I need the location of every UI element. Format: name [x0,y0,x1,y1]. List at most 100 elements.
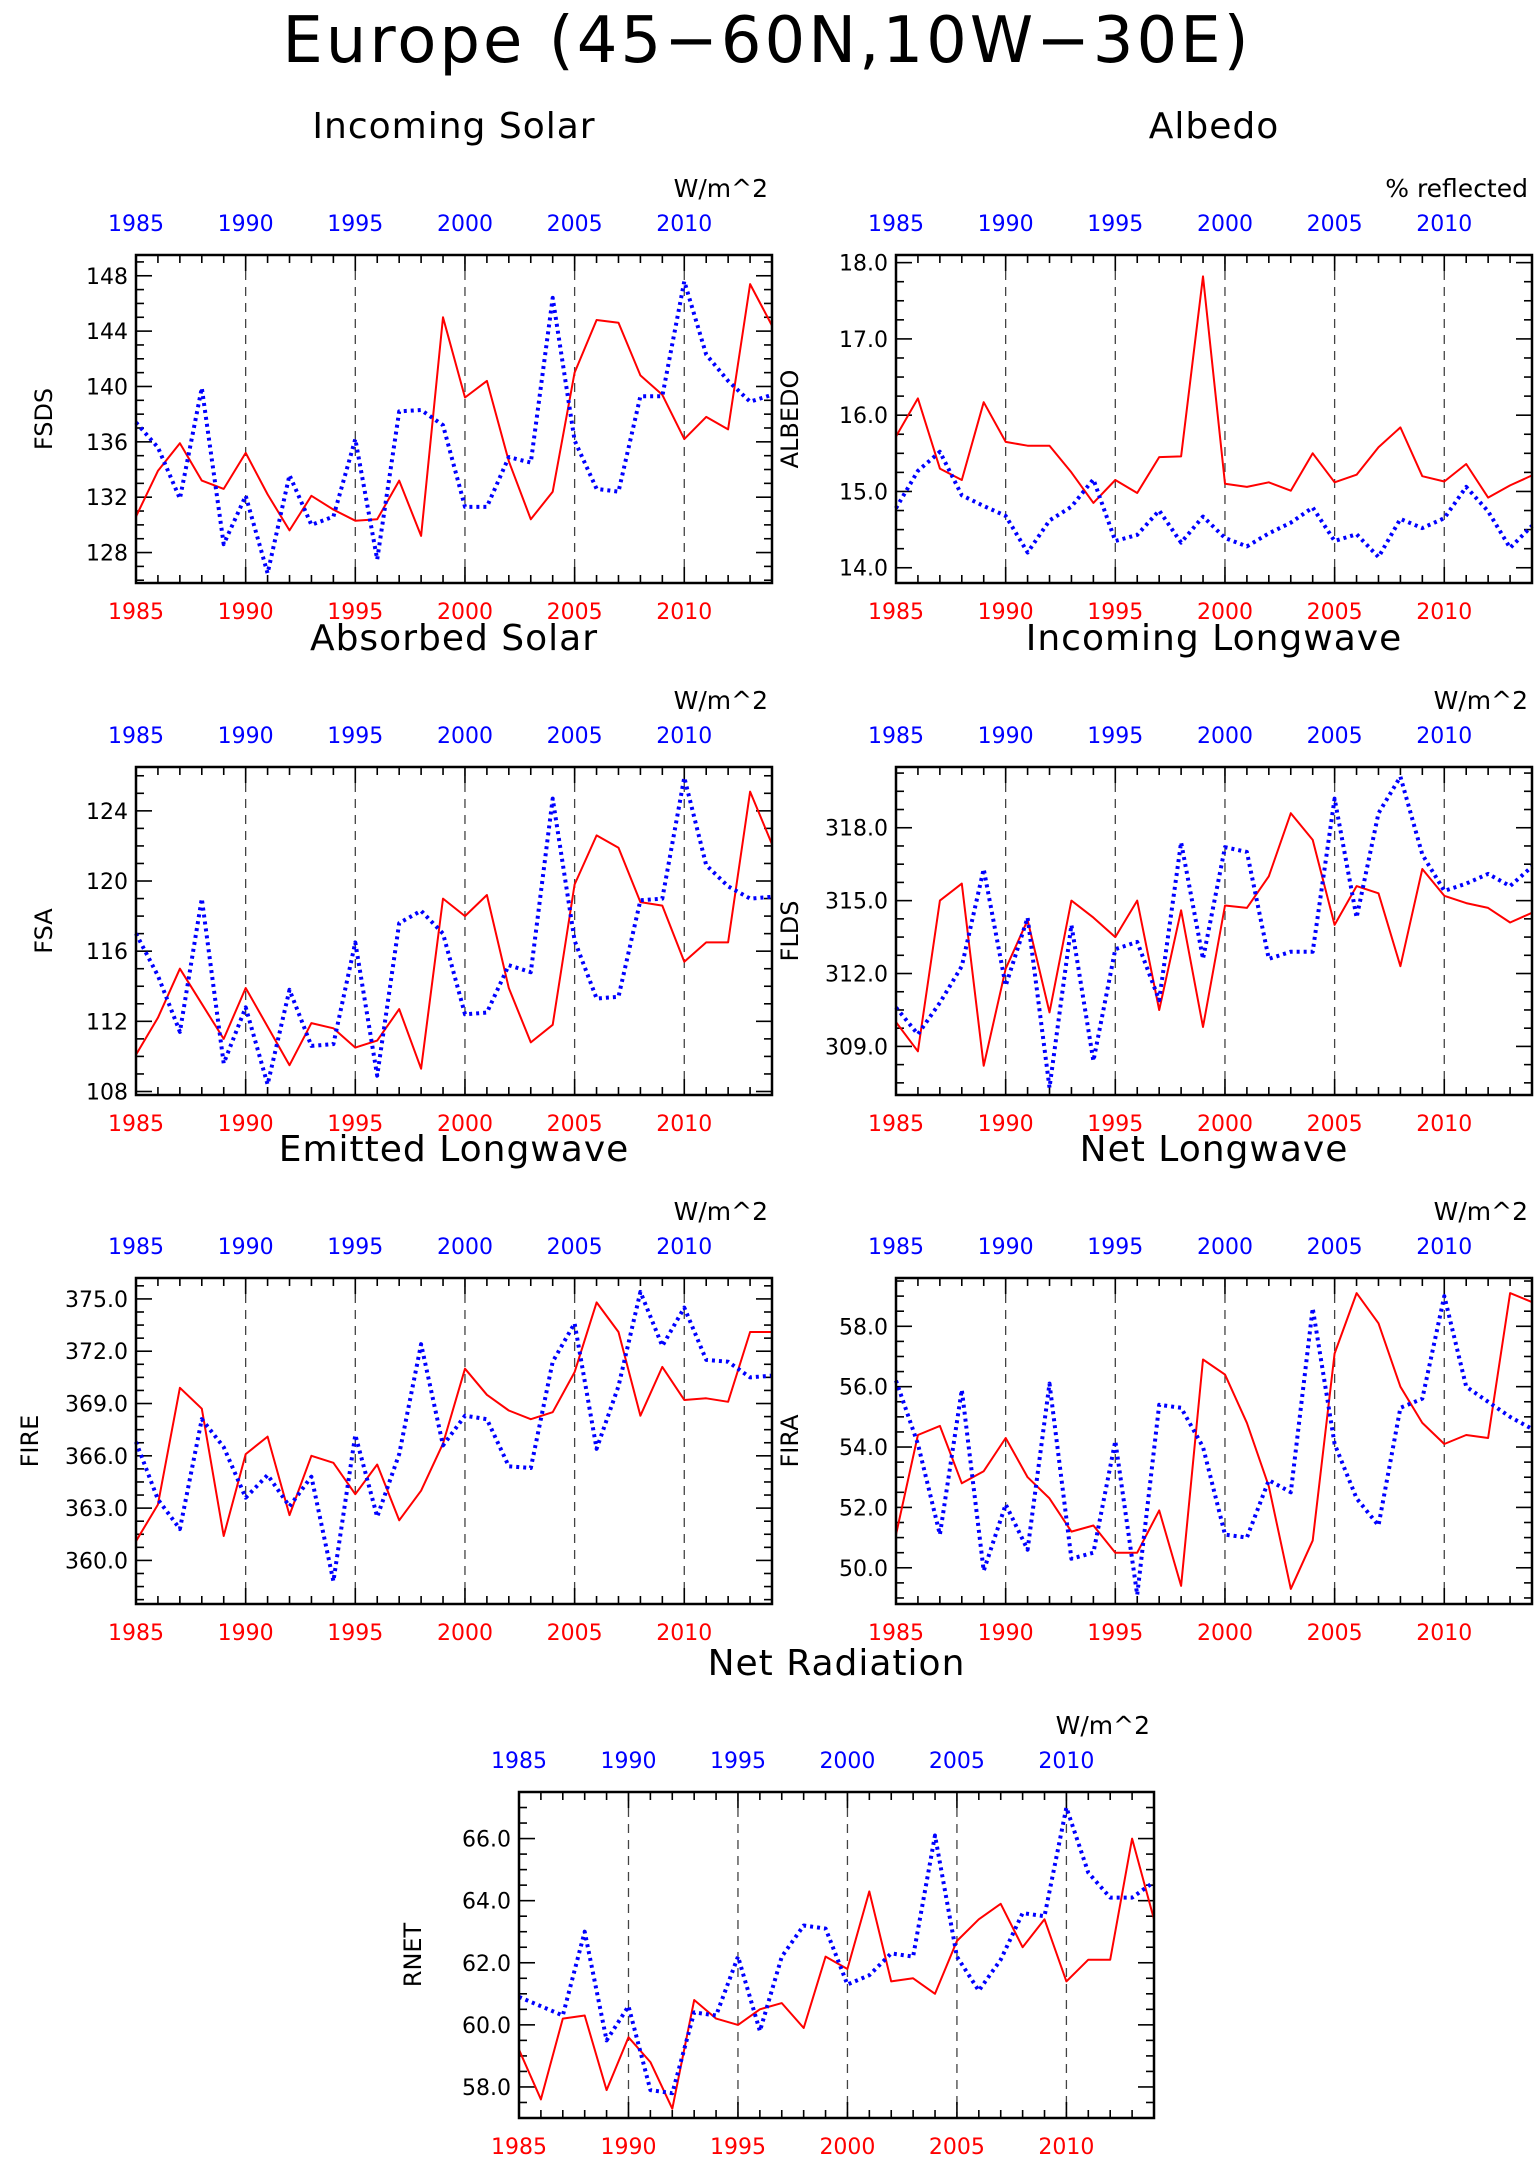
y-tick-label: 375.0 [65,1288,128,1313]
chart-title: Net Radiation [708,1643,966,1684]
x-tick-label-top: 1990 [978,724,1034,749]
units-label: % reflected [1385,174,1528,203]
y-tick-label: 112 [86,1010,128,1035]
x-tick-label-top: 1985 [108,212,164,237]
y-tick-label: 363.0 [65,1497,128,1522]
plot-frame [894,253,1534,585]
units-label: W/m^2 [1056,1711,1150,1740]
series-line-blue-dotted [894,449,1534,560]
y-tick-label: 120 [86,870,128,895]
x-tick-label-bottom: 1990 [978,600,1034,625]
x-tick-label-bottom: 1995 [1087,1112,1143,1137]
x-tick-label-top: 2000 [1197,1235,1253,1260]
x-tick-label-bottom: 2000 [1197,1112,1253,1137]
x-tick-label-top: 1985 [108,724,164,749]
x-tick-label-top: 1995 [327,212,383,237]
x-tick-label-top: 1990 [978,1235,1034,1260]
series-line-red-solid [895,812,1533,1067]
x-tick-label-top: 1985 [108,1235,164,1260]
y-tick-label: 14.0 [839,557,888,582]
y-tick-label: 140 [86,375,128,400]
series-line-blue-dotted [134,775,773,1087]
x-tick-label-bottom: 1985 [868,600,924,625]
x-tick-label-top: 2005 [547,1235,603,1260]
y-tick-label: 15.0 [839,480,888,505]
x-tick-label-top: 1990 [218,724,274,749]
series-line-blue-dotted [134,1289,773,1584]
chart-albedo: Albedo % reflected 1985 1990 1995 2000 2005 201… [776,106,1534,625]
x-tick-label-top: 1995 [1087,212,1143,237]
plot-frame [894,1276,1534,1606]
series-line-blue-dotted [134,279,773,576]
x-tick-label-top: 1985 [491,1749,547,1774]
x-tick-label-bottom: 1985 [108,1112,164,1137]
x-tick-label-bottom: 2000 [437,600,493,625]
y-axis-label: FIRE [16,1415,44,1468]
x-tick-label-top: 2005 [547,724,603,749]
series-line-blue-dotted [894,774,1534,1090]
y-tick-label: 18.0 [839,252,888,277]
x-tick-label-bottom: 2005 [547,600,603,625]
units-label: W/m^2 [674,686,768,715]
x-tick-label-top: 2000 [437,724,493,749]
x-tick-label-top: 2010 [656,724,712,749]
y-tick-label: 132 [86,486,128,511]
x-tick-label-top: 2000 [819,1749,875,1774]
x-tick-label-top: 1990 [978,212,1034,237]
chart-title: Albedo [1149,106,1280,147]
x-tick-label-bottom: 2010 [656,600,712,625]
chart-rnet: Net Radiation W/m^2 1985 1990 1995 2000 2005 20… [399,1643,1156,2160]
chart-panels: Incoming Solar W/m^2 1985 1990 1995 2000 2005 2… [16,106,1534,2160]
plot-frame [894,765,1534,1097]
x-tick-label-top: 2010 [656,1235,712,1260]
series-line-red-solid [518,1837,1155,2110]
plot-frame [134,765,774,1097]
series-line-red-solid [895,1292,1533,1590]
chart-title: Emitted Longwave [279,1129,630,1170]
x-tick-label-top: 2010 [1038,1749,1094,1774]
chart-fire: Emitted Longwave W/m^2 1985 1990 1995 2000 200… [16,1129,774,1646]
y-tick-label: 144 [86,320,128,345]
chart-title: Incoming Longwave [1026,618,1403,659]
series-line-red-solid [895,275,1533,504]
x-tick-label-bottom: 1995 [327,1112,383,1137]
x-tick-label-bottom: 2010 [656,1112,712,1137]
x-tick-label-bottom: 1985 [868,1112,924,1137]
x-tick-label-bottom: 1985 [108,600,164,625]
x-tick-label-top: 1995 [327,1235,383,1260]
y-tick-label: 56.0 [839,1376,888,1401]
y-tick-label: 58.0 [839,1315,888,1340]
y-tick-label: 360.0 [65,1549,128,1574]
chart-fsds: Incoming Solar W/m^2 1985 1990 1995 2000 2005 2… [30,106,774,625]
y-tick-label: 50.0 [839,1557,888,1582]
x-tick-label-bottom: 1985 [108,1621,164,1646]
y-tick-label: 136 [86,431,128,456]
y-tick-label: 54.0 [839,1436,888,1461]
x-tick-label-bottom: 2010 [1038,2135,1094,2160]
x-tick-label-bottom: 1995 [710,2135,766,2160]
series-line-blue-dotted [894,1294,1533,1597]
x-tick-label-top: 1990 [218,1235,274,1260]
chart-title: Incoming Solar [312,106,595,147]
x-tick-label-top: 1995 [710,1749,766,1774]
y-tick-label: 366.0 [65,1445,128,1470]
x-tick-label-bottom: 2010 [656,1621,712,1646]
y-tick-label: 17.0 [839,328,888,353]
plot-frame [517,1790,1156,2120]
y-tick-label: 124 [86,800,128,825]
y-tick-label: 318.0 [825,817,888,842]
series-line-red-solid [135,283,773,537]
y-tick-label: 52.0 [839,1496,888,1521]
x-tick-label-bottom: 2005 [1307,1112,1363,1137]
series-line-red-solid [135,790,773,1070]
x-tick-label-top: 1985 [868,724,924,749]
x-tick-label-top: 2010 [656,212,712,237]
x-tick-label-top: 2000 [437,212,493,237]
x-tick-label-top: 2010 [1416,724,1472,749]
x-tick-label-top: 2000 [1197,212,1253,237]
y-tick-label: 148 [86,265,128,290]
y-tick-label: 60.0 [462,2014,511,2039]
x-tick-label-top: 1995 [1087,1235,1143,1260]
plot-frame [134,253,774,585]
y-tick-label: 309.0 [825,1035,888,1060]
